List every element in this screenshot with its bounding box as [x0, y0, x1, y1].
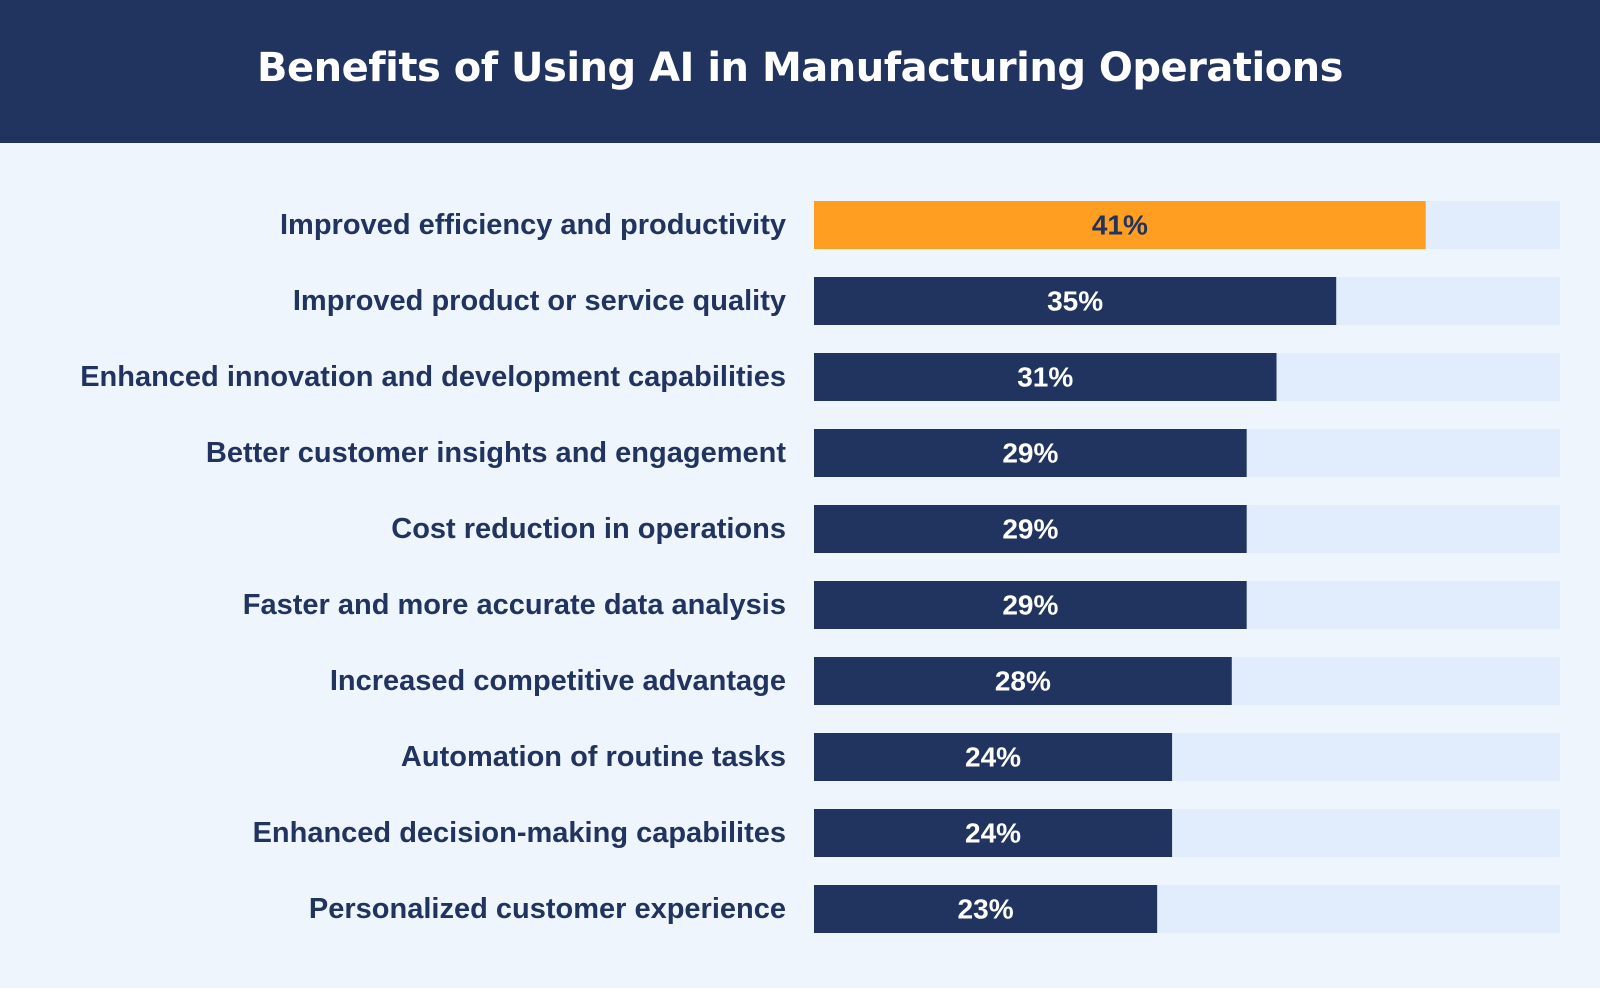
- bar-row: Faster and more accurate data analysis 29…: [243, 581, 1560, 629]
- bar-row: Improved efficiency and productivity 41%: [280, 201, 1560, 249]
- value-label: 23%: [958, 894, 1014, 925]
- category-label: Better customer insights and engagement: [206, 437, 786, 469]
- chart-title: Benefits of Using AI in Manufacturing Op…: [257, 44, 1343, 91]
- value-label: 24%: [965, 818, 1021, 849]
- value-label: 29%: [1002, 590, 1058, 621]
- bar: [814, 353, 1277, 401]
- bar: [814, 809, 1173, 857]
- value-label: 35%: [1047, 286, 1103, 317]
- value-label: 29%: [1002, 438, 1058, 469]
- bar: [814, 201, 1426, 249]
- bar-row: Better customer insights and engagement 2…: [206, 429, 1560, 477]
- category-label: Increased competitive advantage: [330, 665, 786, 697]
- bar: [814, 657, 1232, 705]
- category-label: Improved product or service quality: [293, 285, 786, 317]
- bar-row: Cost reduction in operations 29%: [391, 505, 1560, 553]
- bar: [814, 429, 1247, 477]
- value-label: 28%: [995, 666, 1051, 697]
- bar: [814, 733, 1173, 781]
- category-label: Enhanced decision-making capabilites: [253, 817, 786, 849]
- category-label: Automation of routine tasks: [401, 741, 786, 773]
- category-label: Enhanced innovation and development capa…: [80, 361, 786, 393]
- bar: [814, 581, 1247, 629]
- bar-row: Automation of routine tasks 24%: [401, 733, 1560, 781]
- bar: [814, 505, 1247, 553]
- bar-row: Improved product or service quality 35%: [293, 277, 1560, 325]
- value-label: 24%: [965, 742, 1021, 773]
- value-label: 31%: [1017, 362, 1073, 393]
- bar: [814, 885, 1158, 933]
- bar-row: Personalized customer experience 23%: [309, 885, 1560, 933]
- bar: [814, 277, 1337, 325]
- value-label: 29%: [1002, 514, 1058, 545]
- header-banner: Benefits of Using AI in Manufacturing Op…: [0, 0, 1600, 143]
- bar-row: Increased competitive advantage 28%: [330, 657, 1560, 705]
- bar-row: Enhanced innovation and development capa…: [80, 353, 1560, 401]
- category-label: Faster and more accurate data analysis: [243, 589, 786, 621]
- category-label: Personalized customer experience: [309, 893, 786, 925]
- category-label: Cost reduction in operations: [391, 513, 786, 545]
- bar-row: Enhanced decision-making capabilites 24%: [253, 809, 1560, 857]
- category-label: Improved efficiency and productivity: [280, 209, 786, 241]
- value-label: 41%: [1092, 210, 1148, 241]
